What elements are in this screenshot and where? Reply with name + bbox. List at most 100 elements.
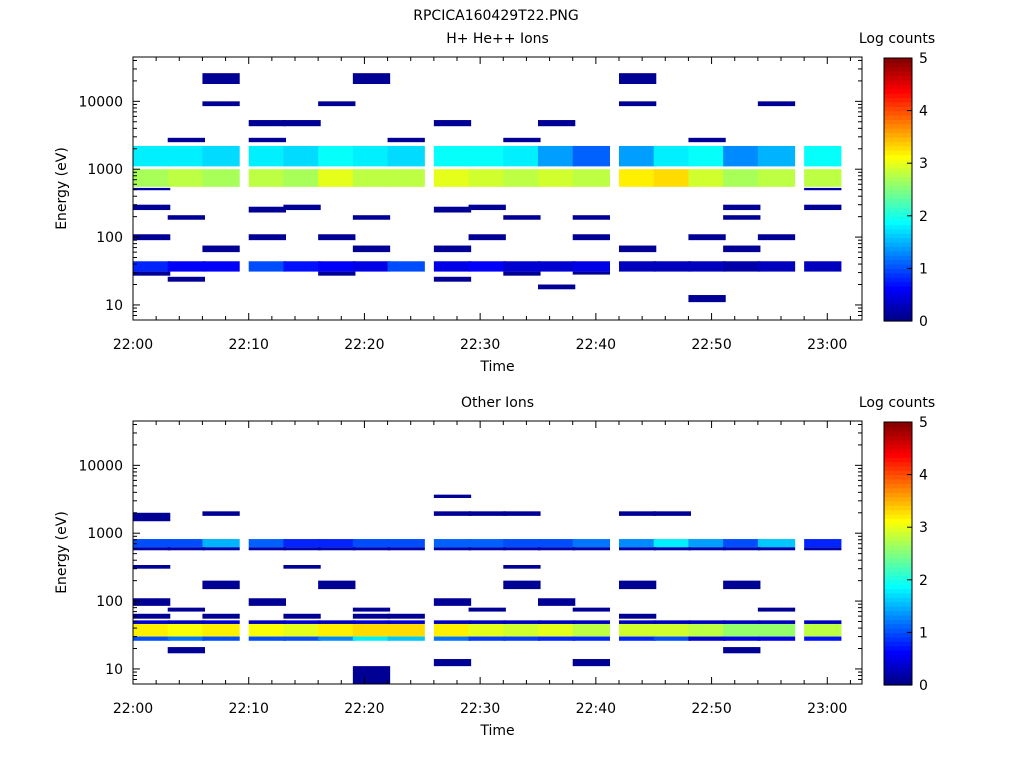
heatmap-band-cell bbox=[538, 547, 576, 551]
heatmap-cell bbox=[283, 613, 321, 619]
colorbar-segment bbox=[884, 167, 912, 173]
heatmap-band-cell bbox=[619, 547, 657, 551]
heatmap-band-cell bbox=[688, 636, 726, 641]
colorbar-segment bbox=[884, 478, 912, 484]
colorbar-segment bbox=[884, 540, 912, 546]
colorbar-segment bbox=[884, 193, 912, 199]
heatmap-band-cell bbox=[167, 623, 205, 637]
heatmap-band-cell bbox=[133, 145, 171, 167]
x-tick-label: 22:30 bbox=[460, 337, 500, 353]
heatmap-cell bbox=[318, 580, 356, 590]
colorbar-segment bbox=[884, 549, 912, 555]
y-tick-label: 1000 bbox=[87, 526, 123, 542]
heatmap-cells bbox=[133, 73, 842, 303]
colorbar-segment bbox=[884, 294, 912, 300]
heatmap-band-cell bbox=[572, 539, 610, 548]
heatmap-band-cell bbox=[619, 620, 657, 624]
colorbar-segment bbox=[884, 597, 912, 603]
x-tick-label: 23:00 bbox=[807, 701, 847, 717]
heatmap-band-cell bbox=[503, 623, 541, 637]
colorbar-segment bbox=[884, 224, 912, 230]
colorbar-segment bbox=[884, 535, 912, 541]
heatmap-band-cell bbox=[167, 547, 205, 551]
panel-title: H+ He++ Ions bbox=[446, 31, 549, 47]
heatmap-band-cell bbox=[167, 145, 205, 167]
heatmap-cell bbox=[133, 565, 171, 569]
colorbar-segment bbox=[884, 601, 912, 607]
colorbar-segment bbox=[884, 430, 912, 436]
heatmap-band-cell bbox=[133, 169, 171, 187]
heatmap-cell bbox=[202, 73, 240, 85]
colorbar-segment bbox=[884, 606, 912, 612]
heatmap-band-cell bbox=[723, 636, 761, 641]
heatmap-cell bbox=[133, 613, 171, 619]
heatmap-cell bbox=[433, 659, 472, 667]
y-tick-label: 10 bbox=[105, 662, 123, 678]
x-tick-label: 22:50 bbox=[691, 701, 731, 717]
heatmap-band-cell bbox=[723, 261, 761, 272]
colorbar-segment bbox=[884, 290, 912, 296]
heatmap-band-cell bbox=[653, 169, 691, 187]
heatmap-band-cell bbox=[619, 261, 657, 272]
colorbar-segment bbox=[884, 588, 912, 594]
colorbar-segment bbox=[884, 176, 912, 182]
colorbar-segment bbox=[884, 663, 912, 669]
heatmap-band-cell bbox=[538, 169, 576, 187]
heatmap-band-cell bbox=[318, 261, 356, 272]
heatmap-band-cell bbox=[202, 620, 240, 624]
heatmap-band-cell bbox=[248, 261, 286, 272]
heatmap-band-cell bbox=[804, 636, 842, 641]
heatmap-cell bbox=[318, 234, 356, 241]
heatmap-band-cell bbox=[433, 169, 472, 187]
panel-title: Other Ions bbox=[461, 395, 534, 411]
heatmap-band-cell bbox=[352, 539, 391, 548]
heatmap-band-cell bbox=[202, 623, 240, 637]
heatmap-cell bbox=[283, 120, 321, 127]
heatmap-band-cell bbox=[503, 636, 541, 641]
heatmap-band-cell bbox=[804, 620, 842, 624]
heatmap-band-cell bbox=[572, 169, 610, 187]
heatmap-band-cell bbox=[283, 539, 321, 548]
x-tick-label: 22:40 bbox=[576, 337, 616, 353]
heatmap-cell bbox=[723, 245, 761, 253]
heatmap-cell bbox=[653, 511, 691, 516]
heatmap-band-cell bbox=[468, 636, 506, 641]
colorbar-frame bbox=[883, 421, 913, 686]
heatmap-band-cell bbox=[248, 169, 286, 187]
colorbar-tick-label: 2 bbox=[919, 209, 928, 225]
heatmap-cell bbox=[468, 607, 506, 612]
colorbar-segment bbox=[884, 487, 912, 493]
heatmap-cell bbox=[248, 598, 286, 606]
heatmap-band-cell bbox=[167, 539, 205, 548]
heatmap-cell bbox=[433, 206, 472, 213]
x-tick-label: 22:10 bbox=[229, 337, 269, 353]
heatmap-band-cell bbox=[572, 261, 610, 272]
heatmap-cell bbox=[757, 234, 796, 241]
colorbar-segment bbox=[884, 514, 912, 520]
colorbar-segment bbox=[884, 571, 912, 577]
heatmap-band-cell bbox=[283, 547, 321, 551]
colorbar-segment bbox=[884, 246, 912, 252]
heatmap-band-cell bbox=[433, 261, 472, 272]
heatmap-cell bbox=[133, 187, 171, 191]
heatmap-cell bbox=[167, 215, 205, 220]
colorbar-segment bbox=[884, 649, 912, 655]
heatmap-cell bbox=[352, 73, 391, 85]
x-tick-label: 23:00 bbox=[807, 337, 847, 353]
colorbar-segment bbox=[884, 636, 912, 642]
colorbar-segment bbox=[884, 97, 912, 103]
heatmap-band-cell bbox=[688, 620, 726, 624]
colorbar-tick-label: 2 bbox=[919, 573, 928, 589]
heatmap-cell bbox=[468, 234, 506, 241]
heatmap-band-cell bbox=[433, 547, 472, 551]
heatmap-band-cell bbox=[804, 145, 842, 167]
heatmap-cell bbox=[433, 276, 472, 282]
y-tick-label: 10 bbox=[105, 298, 123, 314]
heatmap-band-cell bbox=[468, 547, 506, 551]
heatmap-cell bbox=[619, 511, 657, 516]
heatmap-cell bbox=[688, 295, 726, 303]
heatmap-cell bbox=[688, 137, 726, 143]
heatmap-band-cell bbox=[619, 169, 657, 187]
colorbar-segment bbox=[884, 461, 912, 467]
